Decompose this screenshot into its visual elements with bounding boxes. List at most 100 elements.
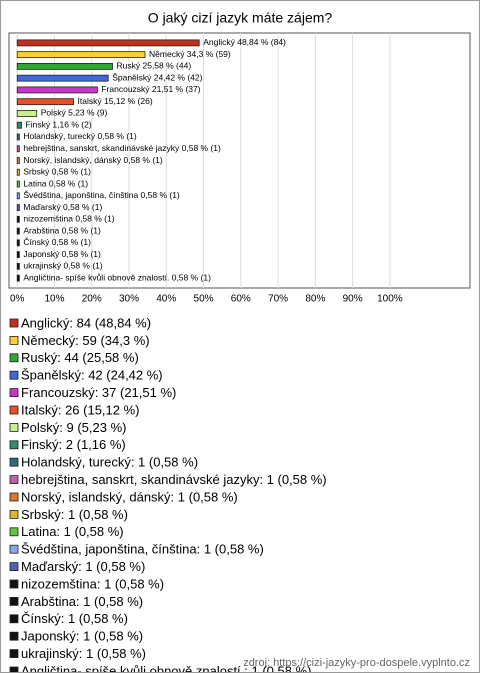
legend-label: hebrejština, sanskrt, skandinávské jazyk… bbox=[21, 472, 327, 487]
bar bbox=[16, 262, 20, 270]
legend-label: Finský: 2 (1,16 %) bbox=[21, 437, 126, 452]
legend-label: Anglický: 84 (48,84 %) bbox=[21, 315, 151, 330]
legend-label: Polský: 9 (5,23 %) bbox=[21, 420, 127, 435]
legend-swatch bbox=[9, 649, 19, 658]
legend-label: Norský, islandský, dánský: 1 (0,58 %) bbox=[21, 489, 238, 504]
value-label: Arabština 0,58 % (1) bbox=[23, 225, 101, 235]
value-label: Švédština, japonština, čínština 0,58 % (… bbox=[23, 190, 180, 200]
bar bbox=[16, 51, 146, 59]
legend-swatch bbox=[9, 492, 19, 502]
x-tick-label: 30% bbox=[119, 294, 139, 305]
value-label: Ruský 25,58 % (44) bbox=[117, 61, 192, 71]
x-tick-label: 90% bbox=[343, 294, 363, 305]
legend-label: Italský: 26 (15,12 %) bbox=[21, 402, 140, 417]
legend-label: Holandský, turecký: 1 (0,58 %) bbox=[21, 455, 198, 470]
legend-swatch bbox=[9, 388, 19, 398]
legend-label: Francouzský: 37 (21,51 %) bbox=[21, 385, 176, 400]
bar bbox=[16, 192, 20, 200]
legend-swatch bbox=[9, 527, 19, 537]
x-tick-label: 80% bbox=[305, 294, 325, 305]
bar bbox=[16, 157, 20, 164]
legend-swatch bbox=[9, 335, 19, 345]
bar bbox=[16, 121, 22, 129]
x-tick-label: 100% bbox=[377, 294, 403, 305]
value-label: Angličtina- spíše kvůli obnově znalostí.… bbox=[23, 272, 211, 282]
legend-swatch bbox=[9, 318, 19, 328]
legend-label: ukrajinský: 1 (0,58 %) bbox=[21, 646, 146, 661]
bar bbox=[16, 168, 20, 176]
value-label: Holandský, turecký 0,58 % (1) bbox=[23, 131, 137, 141]
bar bbox=[16, 251, 20, 258]
bar bbox=[16, 239, 20, 247]
value-label: hebrejština, sanskrt, skandinávské jazyk… bbox=[23, 143, 221, 153]
x-tick-label: 40% bbox=[156, 294, 176, 305]
bar bbox=[16, 274, 20, 282]
legend-swatch bbox=[9, 562, 19, 571]
value-label: Maďarský 0,58 % (1) bbox=[23, 202, 102, 212]
legend-swatch bbox=[9, 614, 19, 624]
legend-label: Angličtina- spíše kvůli obnově znalostí.… bbox=[21, 663, 311, 672]
legend-label: Německý: 59 (34,3 %) bbox=[21, 333, 150, 348]
legend-swatch bbox=[9, 666, 19, 672]
legend-swatch bbox=[9, 370, 19, 380]
legend-swatch bbox=[9, 457, 19, 467]
x-tick-label: 60% bbox=[231, 294, 251, 305]
legend-swatch bbox=[9, 405, 19, 415]
legend-label: Španělský: 42 (24,42 %) bbox=[21, 368, 163, 383]
legend-swatch bbox=[9, 353, 19, 363]
value-label: Japonský 0,58 % (1) bbox=[23, 249, 101, 259]
bar bbox=[16, 204, 20, 211]
value-label: nizozemština 0,58 % (1) bbox=[23, 214, 114, 224]
bar bbox=[16, 180, 20, 188]
chart-title: O jaký cizí jazyk máte zájem? bbox=[148, 10, 333, 26]
x-tick-label: 0% bbox=[10, 294, 25, 305]
value-label: Italský 15,12 % (26) bbox=[78, 96, 153, 106]
value-label: Německý 34,3 % (59) bbox=[149, 49, 231, 59]
bar bbox=[16, 98, 74, 106]
bar bbox=[16, 74, 109, 82]
bar bbox=[16, 39, 200, 47]
legend-swatch bbox=[9, 544, 19, 554]
legend-label: Srbský: 1 (0,58 %) bbox=[21, 507, 128, 522]
legend-swatch bbox=[9, 440, 19, 450]
value-label: Polský 5,23 % (9) bbox=[41, 108, 108, 118]
value-label: Čínský 0,58 % (1) bbox=[23, 237, 91, 247]
bar bbox=[16, 86, 98, 94]
legend-swatch bbox=[9, 509, 19, 519]
x-tick-label: 50% bbox=[194, 294, 214, 305]
legend-label: Arabština: 1 (0,58 %) bbox=[21, 594, 143, 609]
x-tick-label: 10% bbox=[44, 294, 64, 305]
legend-swatch bbox=[9, 475, 19, 485]
legend-swatch bbox=[9, 631, 19, 641]
value-label: ukrajinský 0,58 % (1) bbox=[23, 261, 103, 271]
value-label: Norský, islandský, dánský 0,58 % (1) bbox=[23, 155, 163, 165]
legend-label: Švédština, japonština, čínština: 1 (0,58… bbox=[21, 542, 264, 557]
legend-swatch bbox=[9, 597, 19, 606]
bar bbox=[16, 145, 20, 153]
value-label: Anglický 48,84 % (84) bbox=[203, 37, 286, 47]
value-label: Latina 0,58 % (1) bbox=[23, 178, 88, 188]
source: zdroj: https://cizi-jazyky-pro-dospele.v… bbox=[243, 657, 470, 669]
value-label: Francouzský 21,51 % (37) bbox=[101, 84, 200, 94]
bar bbox=[16, 215, 20, 223]
bar bbox=[16, 63, 113, 70]
legend-label: nizozemština: 1 (0,58 %) bbox=[21, 576, 164, 591]
legend-label: Čínský: 1 (0,58 %) bbox=[21, 611, 128, 626]
legend-label: Maďarský: 1 (0,58 %) bbox=[21, 559, 145, 574]
legend-label: Ruský: 44 (25,58 %) bbox=[21, 350, 139, 365]
value-label: Finský 1,16 % (2) bbox=[26, 119, 92, 129]
plot-frame bbox=[8, 32, 471, 289]
value-label: Srbský 0,58 % (1) bbox=[23, 167, 91, 177]
bar bbox=[16, 227, 20, 235]
legend-label: Latina: 1 (0,58 %) bbox=[21, 524, 124, 539]
value-label: Španělský 24,42 % (42) bbox=[112, 72, 202, 82]
legend-label: Japonský: 1 (0,58 %) bbox=[21, 629, 143, 644]
legend-swatch bbox=[9, 422, 19, 432]
bar bbox=[16, 110, 38, 117]
legend-swatch bbox=[9, 579, 19, 589]
bar bbox=[16, 133, 20, 141]
x-tick-label: 20% bbox=[82, 294, 102, 305]
x-tick-label: 70% bbox=[268, 294, 288, 305]
